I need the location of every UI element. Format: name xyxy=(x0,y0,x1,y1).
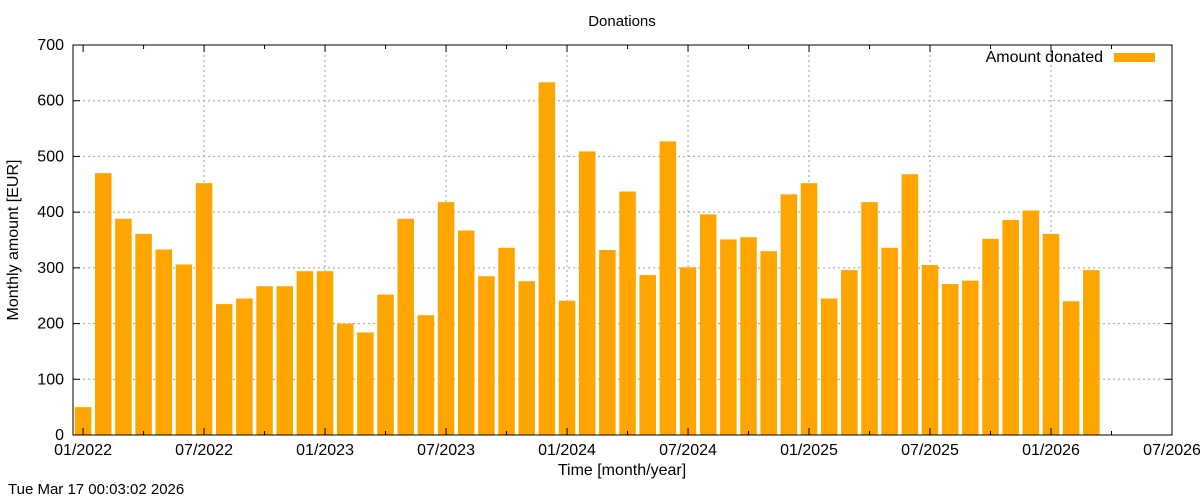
y-tick-label: 100 xyxy=(37,371,64,388)
bar xyxy=(780,194,798,435)
bar xyxy=(336,323,354,435)
x-tick-label: 07/2024 xyxy=(659,442,717,459)
y-tick-label: 400 xyxy=(37,204,64,221)
bar xyxy=(740,237,757,435)
bar xyxy=(457,230,475,435)
bar xyxy=(1022,210,1040,435)
bar xyxy=(175,264,193,435)
bar xyxy=(881,247,898,435)
chart-title: Donations xyxy=(588,13,656,30)
bar xyxy=(861,202,878,435)
x-tick-label: 07/2025 xyxy=(901,442,959,459)
bar xyxy=(74,407,92,435)
bar xyxy=(478,276,495,435)
bar xyxy=(1062,301,1080,435)
bar xyxy=(558,300,576,435)
x-tick-label: 01/2026 xyxy=(1022,442,1080,459)
bar xyxy=(276,286,294,435)
bar xyxy=(820,298,838,435)
x-tick-label: 07/2023 xyxy=(417,442,475,459)
bar xyxy=(377,294,394,435)
bar xyxy=(941,284,959,435)
bar xyxy=(659,141,677,435)
bar xyxy=(841,270,858,435)
bar xyxy=(437,202,455,435)
x-tick-label: 07/2022 xyxy=(175,442,233,459)
x-tick-label: 01/2023 xyxy=(296,442,354,459)
bar xyxy=(1042,233,1060,435)
bar-series xyxy=(74,82,1100,435)
y-axis-label: Monthly amount [EUR] xyxy=(5,160,22,321)
bar xyxy=(599,250,616,435)
bar xyxy=(518,281,535,435)
bar xyxy=(1083,270,1100,435)
bar xyxy=(498,247,515,435)
legend: Amount donated xyxy=(986,49,1155,66)
bar xyxy=(94,173,112,435)
legend-entry-label: Amount donated xyxy=(986,49,1103,66)
bar xyxy=(962,280,979,435)
bar xyxy=(679,267,697,435)
bar xyxy=(619,191,636,435)
bar xyxy=(135,233,152,435)
bar xyxy=(760,251,777,435)
axis-ticks xyxy=(73,44,1173,436)
x-tick-label: 01/2022 xyxy=(54,442,112,459)
bar xyxy=(639,275,656,435)
y-tick-label: 200 xyxy=(37,316,64,333)
bar xyxy=(720,239,737,435)
y-tick-label: 0 xyxy=(55,427,64,444)
bar xyxy=(155,249,173,435)
x-tick-label: 01/2025 xyxy=(780,442,838,459)
x-tick-labels: 01/2022 07/2022 01/2023 07/2023 01/2024 07/20… xyxy=(54,442,1200,459)
bar xyxy=(901,174,919,435)
bar xyxy=(800,183,818,435)
generated-timestamp: Tue Mar 17 00:03:02 2026 xyxy=(8,481,185,498)
bar xyxy=(236,298,253,435)
bar xyxy=(296,271,314,435)
bar xyxy=(1002,219,1019,435)
bar xyxy=(397,218,414,435)
y-tick-label: 300 xyxy=(37,260,64,277)
x-tick-label: 07/2026 xyxy=(1143,442,1200,459)
y-tick-label: 700 xyxy=(37,37,64,54)
bar xyxy=(921,265,939,435)
bar xyxy=(215,304,233,435)
bar xyxy=(538,82,556,435)
bar xyxy=(256,286,273,435)
bar xyxy=(982,238,999,435)
plot-frame xyxy=(72,44,1173,436)
bar xyxy=(195,183,213,435)
y-tick-label: 500 xyxy=(37,148,64,165)
x-tick-label: 01/2024 xyxy=(538,442,596,459)
bar xyxy=(578,151,596,435)
x-axis-label: Time [month/year] xyxy=(558,462,686,479)
bar xyxy=(115,218,132,435)
y-tick-label: 600 xyxy=(37,93,64,110)
bar xyxy=(357,332,374,435)
y-tick-labels: 0 100 200 300 400 500 600 700 xyxy=(37,37,64,444)
bar xyxy=(316,271,334,435)
bar xyxy=(699,214,717,435)
legend-swatch xyxy=(1114,53,1155,62)
bar xyxy=(417,315,435,435)
